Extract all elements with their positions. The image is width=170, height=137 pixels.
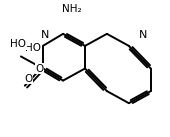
- Text: N: N: [139, 30, 147, 40]
- Text: HO: HO: [10, 39, 26, 49]
- Text: O: O: [24, 74, 33, 84]
- Text: O: O: [35, 64, 44, 73]
- Text: HO: HO: [25, 43, 41, 53]
- Text: N: N: [41, 30, 50, 40]
- Text: NH₂: NH₂: [62, 4, 81, 14]
